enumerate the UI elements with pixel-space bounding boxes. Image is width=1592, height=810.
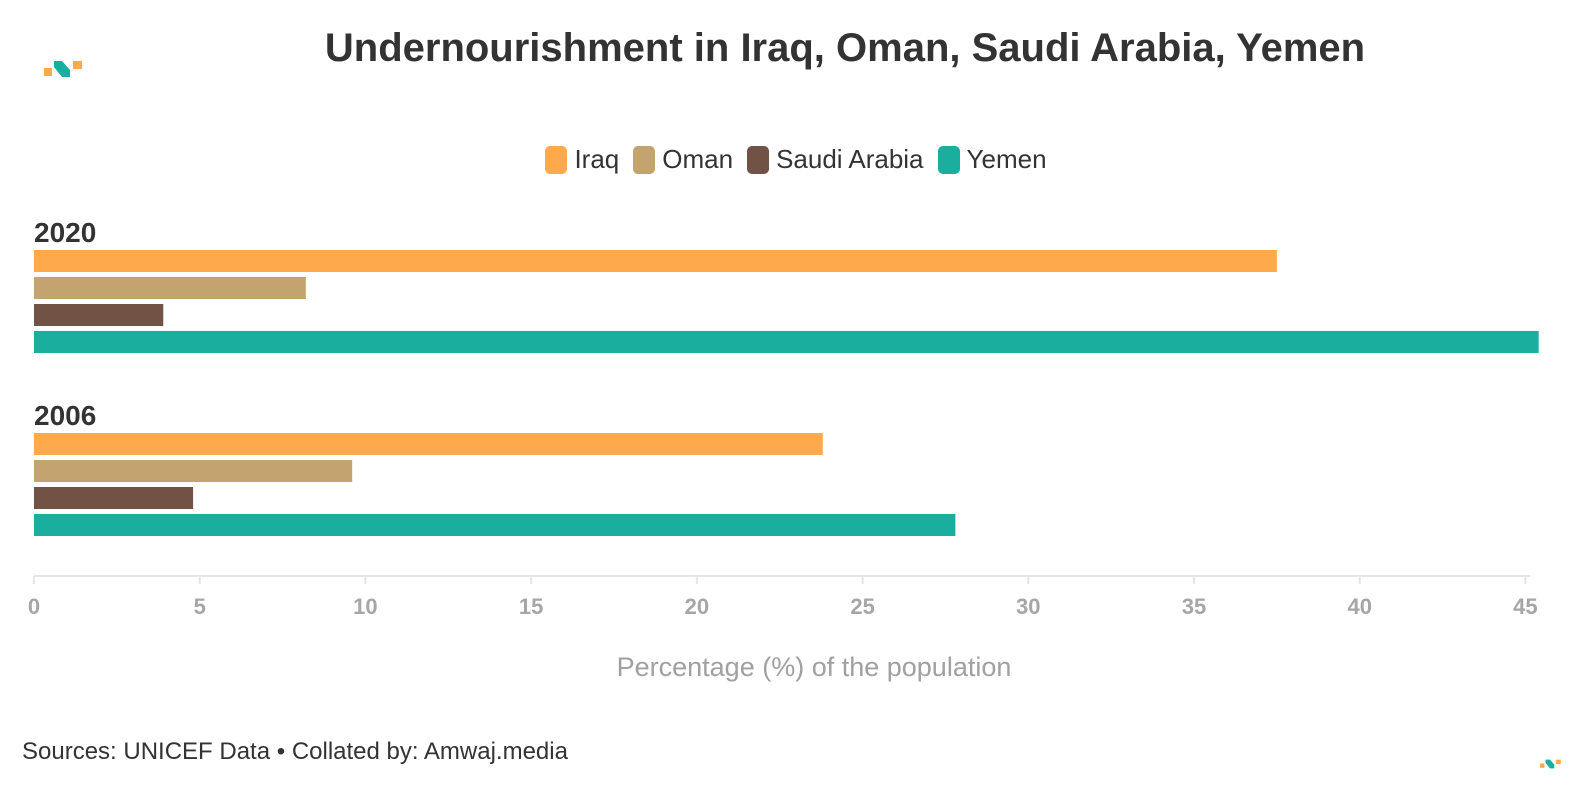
amwaj-logo-icon [1540, 759, 1561, 769]
x-tick-label: 45 [1513, 594, 1537, 619]
sources-footer: Sources: UNICEF Data • Collated by: Amwa… [22, 738, 568, 765]
legend-label: Iraq [574, 144, 620, 174]
legend-item[interactable]: Iraq [545, 144, 619, 175]
legend-swatch [937, 145, 960, 174]
bar-yemen [34, 331, 1539, 353]
x-tick-label: 20 [685, 594, 709, 619]
legend-label: Yemen [966, 144, 1047, 174]
x-tick-label: 0 [28, 594, 40, 619]
bar-saudi-arabia [34, 304, 164, 326]
category-label: 2006 [34, 400, 96, 431]
legend-swatch [747, 145, 770, 174]
amwaj-logo-icon [44, 61, 82, 77]
legend-label: Oman [662, 144, 734, 174]
bar-yemen [34, 514, 956, 536]
x-tick-label: 15 [519, 594, 543, 619]
x-tick-label: 40 [1347, 594, 1371, 619]
bar-oman [34, 460, 353, 482]
x-tick-label: 30 [1016, 594, 1040, 619]
x-axis-title: Percentage (%) of the population [616, 652, 1012, 682]
bar-saudi-arabia [34, 487, 194, 509]
bar-chart: 2020 2006 0 5 10 15 20 25 30 35 40 45 [28, 217, 1539, 619]
x-tick-label: 5 [194, 594, 206, 619]
legend-item[interactable]: Saudi Arabia [747, 144, 924, 175]
x-tick-label: 25 [850, 594, 874, 619]
x-tick-label: 35 [1182, 594, 1206, 619]
legend-item[interactable]: Oman [633, 144, 733, 175]
x-tick-label: 10 [353, 594, 377, 619]
bar-iraq [34, 250, 1277, 272]
category-label: 2020 [34, 217, 96, 248]
legend-label: Saudi Arabia [776, 144, 924, 174]
legend-item[interactable]: Yemen [937, 144, 1047, 175]
chart-legend: Iraq Oman Saudi Arabia Yemen [0, 144, 1592, 175]
chart-title: Undernourishment in Iraq, Oman, Saudi Ar… [324, 26, 1366, 70]
bar-iraq [34, 433, 823, 455]
bar-oman [34, 277, 306, 299]
legend-swatch [633, 145, 656, 174]
legend-swatch [545, 145, 568, 174]
